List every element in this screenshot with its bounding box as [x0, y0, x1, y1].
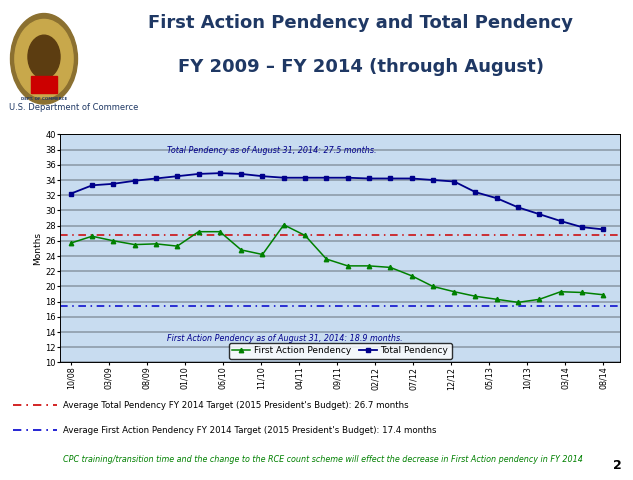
- First Action Pendency: [280, 222, 287, 228]
- Text: Average Total Pendency FY 2014 Target (2015 President's Budget): 26.7 months: Average Total Pendency FY 2014 Target (2…: [63, 401, 409, 409]
- Circle shape: [11, 13, 77, 104]
- First Action Pendency: [110, 238, 117, 244]
- First Action Pendency: [387, 264, 394, 270]
- Total Pendency: [472, 189, 479, 195]
- Total Pendency: [195, 171, 203, 177]
- Total Pendency: [131, 178, 139, 184]
- Text: FY 2009 – FY 2014 (through August): FY 2009 – FY 2014 (through August): [178, 58, 544, 76]
- First Action Pendency: [599, 292, 607, 298]
- Circle shape: [15, 19, 73, 98]
- Total Pendency: [429, 177, 437, 183]
- First Action Pendency: [536, 297, 543, 302]
- First Action Pendency: [216, 229, 223, 235]
- First Action Pendency: [173, 243, 181, 249]
- Text: First Action Pendency and Total Pendency: First Action Pendency and Total Pendency: [148, 14, 573, 32]
- Total Pendency: [493, 195, 501, 201]
- Total Pendency: [599, 227, 607, 232]
- First Action Pendency: [88, 233, 96, 239]
- First Action Pendency: [451, 289, 458, 295]
- Total Pendency: [578, 224, 586, 230]
- Total Pendency: [514, 204, 522, 210]
- First Action Pendency: [557, 289, 565, 295]
- Total Pendency: [67, 191, 75, 197]
- Total Pendency: [216, 170, 223, 176]
- First Action Pendency: [152, 241, 160, 247]
- First Action Pendency: [429, 284, 437, 289]
- Text: Total Pendency as of August 31, 2014: 27.5 months.: Total Pendency as of August 31, 2014: 27…: [166, 146, 376, 156]
- Line: First Action Pendency: First Action Pendency: [68, 223, 606, 305]
- Total Pendency: [344, 175, 351, 180]
- Line: Total Pendency: Total Pendency: [68, 171, 606, 232]
- Total Pendency: [259, 173, 266, 179]
- First Action Pendency: [578, 289, 586, 295]
- First Action Pendency: [493, 297, 501, 302]
- Total Pendency: [387, 176, 394, 181]
- Total Pendency: [280, 175, 287, 180]
- Total Pendency: [173, 173, 181, 179]
- Total Pendency: [237, 171, 245, 177]
- First Action Pendency: [365, 263, 373, 269]
- Total Pendency: [88, 182, 96, 188]
- Total Pendency: [451, 179, 458, 184]
- Total Pendency: [110, 181, 117, 187]
- Total Pendency: [152, 176, 160, 181]
- First Action Pendency: [408, 273, 415, 279]
- First Action Pendency: [344, 263, 351, 269]
- Text: U.S. Department of Commerce: U.S. Department of Commerce: [9, 103, 139, 112]
- First Action Pendency: [195, 229, 203, 235]
- Total Pendency: [557, 218, 565, 224]
- Bar: [31, 75, 57, 93]
- Text: Average First Action Pendency FY 2014 Target (2015 President's Budget): 17.4 mon: Average First Action Pendency FY 2014 Ta…: [63, 426, 437, 435]
- Y-axis label: Months: Months: [34, 232, 42, 265]
- First Action Pendency: [472, 293, 479, 299]
- Circle shape: [28, 35, 60, 79]
- Total Pendency: [536, 211, 543, 217]
- First Action Pendency: [323, 256, 330, 262]
- Text: CPC training/transition time and the change to the RCE count scheme will effect : CPC training/transition time and the cha…: [63, 455, 583, 464]
- Total Pendency: [301, 175, 309, 180]
- First Action Pendency: [131, 242, 139, 248]
- Total Pendency: [365, 176, 373, 181]
- First Action Pendency: [301, 233, 309, 239]
- Text: First Action Pendency as of August 31, 2014: 18.9 months.: First Action Pendency as of August 31, 2…: [166, 334, 402, 343]
- Total Pendency: [323, 175, 330, 180]
- First Action Pendency: [259, 252, 266, 257]
- Total Pendency: [408, 176, 415, 181]
- Text: DEPT. OF COMMERCE: DEPT. OF COMMERCE: [21, 97, 67, 101]
- First Action Pendency: [514, 300, 522, 305]
- First Action Pendency: [67, 240, 75, 246]
- Legend: First Action Pendency, Total Pendency: First Action Pendency, Total Pendency: [229, 343, 452, 359]
- First Action Pendency: [237, 247, 245, 253]
- Text: 2: 2: [613, 459, 622, 472]
